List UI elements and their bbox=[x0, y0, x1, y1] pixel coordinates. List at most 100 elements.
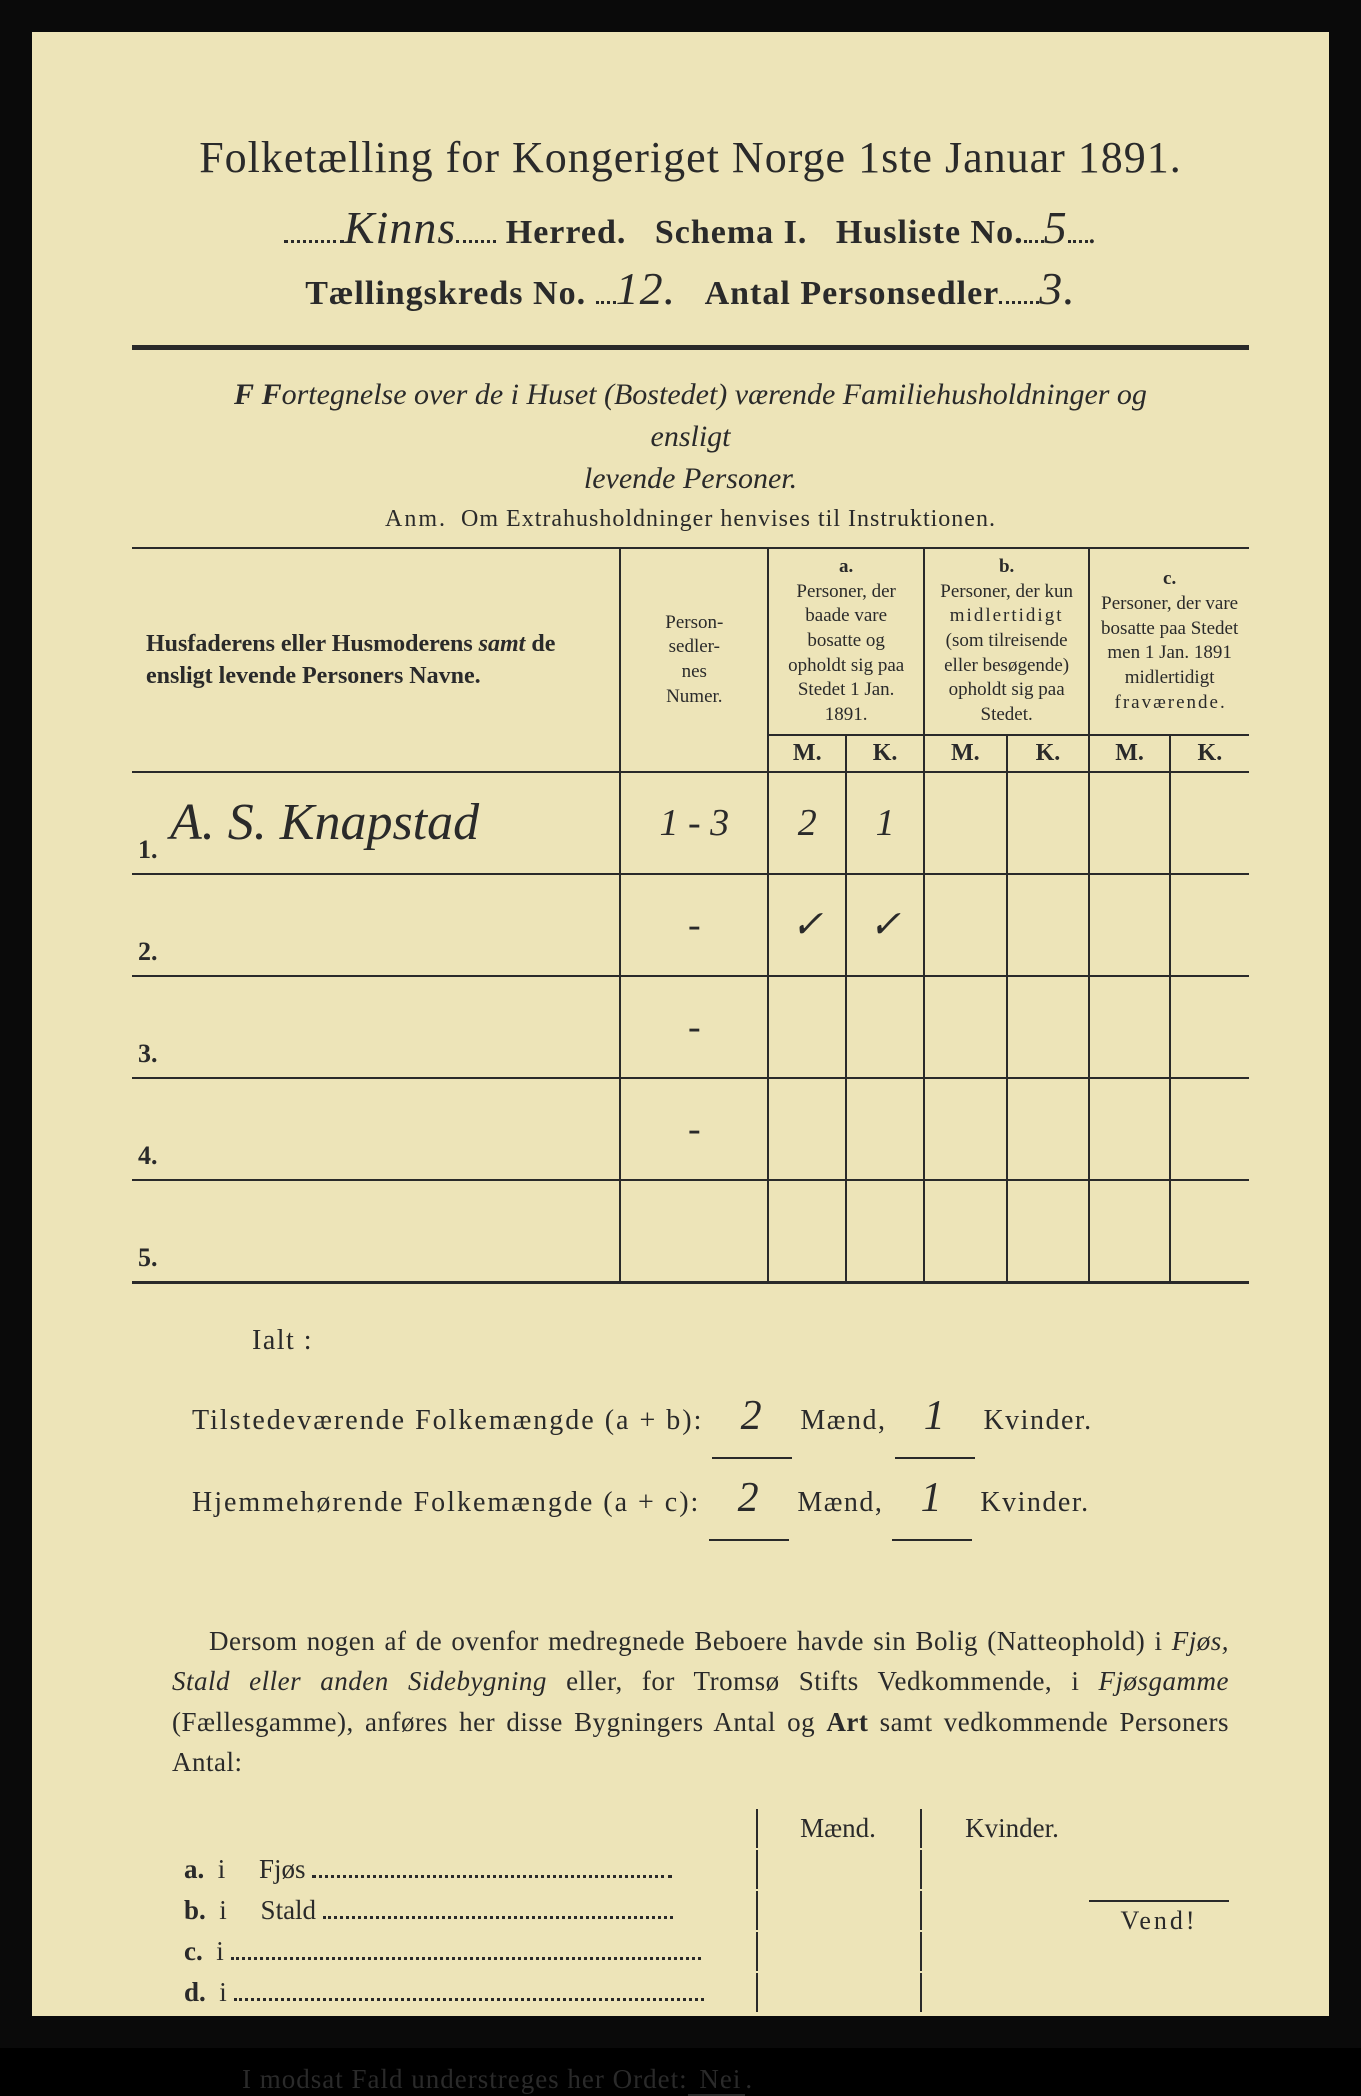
side-i: i bbox=[219, 1895, 227, 1925]
row-name: A. S. Knapstad bbox=[170, 793, 479, 852]
b-label: b. bbox=[999, 556, 1014, 577]
husliste-label: Husliste No. bbox=[836, 214, 1024, 251]
hjemme-m: 2 bbox=[738, 1475, 761, 1521]
a-label: a. bbox=[839, 556, 853, 577]
census-form-page: Folketælling for Kongeriget Norge 1ste J… bbox=[0, 0, 1361, 2048]
side-paragraph: Dersom nogen af de ovenfor medregnede Be… bbox=[172, 1621, 1229, 1783]
side-label: Stald bbox=[261, 1895, 317, 1925]
cell bbox=[846, 976, 924, 1078]
kvinder-label-2: Kvinder. bbox=[980, 1487, 1089, 1518]
cell bbox=[924, 1078, 1007, 1180]
c-text: Personer, der vare bosatte paa Stedet me… bbox=[1101, 593, 1238, 713]
table-row: 1. A. S. Knapstad 1 - 3 2 1 bbox=[132, 772, 1249, 874]
c-m: M. bbox=[1089, 735, 1169, 772]
row-am: 2 bbox=[768, 772, 846, 874]
cell bbox=[1170, 874, 1249, 976]
col-sedler-header: Person-sedler-nesNumer. bbox=[620, 548, 768, 772]
page-title: Folketælling for Kongeriget Norge 1ste J… bbox=[132, 132, 1249, 183]
side-key: c. bbox=[184, 1936, 203, 1966]
cell bbox=[924, 874, 1007, 976]
tilstede-k: 1 bbox=[924, 1393, 947, 1439]
cell bbox=[1089, 1078, 1169, 1180]
a-m: M. bbox=[768, 735, 846, 772]
row-num: 5. bbox=[138, 1243, 158, 1273]
divider bbox=[132, 345, 1249, 350]
table-row: 3. - bbox=[132, 976, 1249, 1078]
cell bbox=[1007, 874, 1090, 976]
cell bbox=[1170, 772, 1249, 874]
hjemme-label: Hjemmehørende Folkemængde (a + c): bbox=[192, 1487, 700, 1518]
modsat-line: I modsat Fald understreges her Ordet: Ne… bbox=[242, 2064, 1249, 2095]
kvinder-label: Kvinder. bbox=[983, 1405, 1092, 1436]
cell bbox=[846, 1078, 924, 1180]
herred-value: Kinns bbox=[344, 201, 456, 254]
cell bbox=[1170, 1078, 1249, 1180]
c-k: K. bbox=[1170, 735, 1249, 772]
antal-value: 3. bbox=[1039, 262, 1076, 315]
subtitle: FFortegnelse over de i Huset (Bostedet) … bbox=[192, 374, 1189, 500]
schema-label: Schema I. bbox=[655, 214, 808, 251]
antal-label: Antal Personsedler bbox=[705, 275, 1000, 312]
anm-note: Anm. Om Extrahusholdninger henvises til … bbox=[132, 506, 1249, 533]
side-maend-hdr: Mænd. bbox=[756, 1809, 918, 1848]
row-sedler: - bbox=[620, 1078, 768, 1180]
tilstede-label: Tilstedeværende Folkemængde (a + b): bbox=[192, 1405, 703, 1436]
row-sedler: 1 - 3 bbox=[620, 772, 768, 874]
cell bbox=[1007, 1078, 1090, 1180]
cell bbox=[768, 1078, 846, 1180]
hjemme-k: 1 bbox=[921, 1475, 944, 1521]
census-table: Husfaderens eller Husmoderens samt de en… bbox=[132, 547, 1249, 1284]
cell bbox=[768, 1180, 846, 1283]
b-text: Personer, der kun midlertidigt (som tilr… bbox=[940, 581, 1073, 725]
col-names-header: Husfaderens eller Husmoderens samt de en… bbox=[132, 548, 620, 772]
form-row-2: Tællingskreds No. 12. Antal Personsedler… bbox=[132, 262, 1249, 315]
b-k: K. bbox=[1007, 735, 1090, 772]
c-label: c. bbox=[1163, 568, 1176, 589]
herred-label: Herred. bbox=[506, 214, 627, 251]
cell bbox=[846, 1180, 924, 1283]
col-b-header: b. Personer, der kun midlertidigt (som t… bbox=[924, 548, 1089, 735]
row-ak: ✓ bbox=[846, 874, 924, 976]
side-label: Fjøs bbox=[259, 1854, 306, 1884]
a-text: Personer, der baade vare bosatte og opho… bbox=[788, 581, 904, 725]
side-i: i bbox=[218, 1854, 226, 1884]
summary-block: Ialt : Tilstedeværende Folkemængde (a + … bbox=[192, 1314, 1249, 1541]
cell bbox=[924, 1180, 1007, 1283]
kreds-value: 12. bbox=[616, 262, 677, 315]
cell bbox=[1007, 976, 1090, 1078]
maend-label-2: Mænd, bbox=[797, 1487, 883, 1518]
col-c-header: c. Personer, der vare bosatte paa Stedet… bbox=[1089, 548, 1249, 735]
side-i: i bbox=[216, 1936, 224, 1966]
table-row: 2. - ✓ ✓ bbox=[132, 874, 1249, 976]
cell bbox=[1007, 772, 1090, 874]
vend-label: Vend! bbox=[1089, 1900, 1229, 1936]
side-key: d. bbox=[184, 1977, 206, 2007]
side-kvinder-hdr: Kvinder. bbox=[920, 1809, 1102, 1848]
cell bbox=[924, 772, 1007, 874]
row-sedler: - bbox=[620, 874, 768, 976]
cell bbox=[1089, 1180, 1169, 1283]
b-m: M. bbox=[924, 735, 1007, 772]
row-num: 1. bbox=[138, 835, 158, 865]
cell bbox=[1170, 976, 1249, 1078]
row-sedler: - bbox=[620, 976, 768, 1078]
side-i: i bbox=[219, 1977, 227, 2007]
col-a-header: a. Personer, der baade vare bosatte og o… bbox=[768, 548, 924, 735]
cell bbox=[1170, 1180, 1249, 1283]
table-row: 5. bbox=[132, 1180, 1249, 1283]
cell bbox=[1089, 874, 1169, 976]
cell bbox=[1089, 772, 1169, 874]
table-row: 4. - bbox=[132, 1078, 1249, 1180]
side-table: Mænd. Kvinder. a. i Fjøs b. i Stald c. i… bbox=[172, 1807, 1104, 2014]
kreds-label: Tællingskreds No. bbox=[305, 275, 586, 312]
row-ak: 1 bbox=[846, 772, 924, 874]
cell bbox=[620, 1180, 768, 1283]
tilstede-m: 2 bbox=[741, 1393, 764, 1439]
cell bbox=[768, 976, 846, 1078]
a-k: K. bbox=[846, 735, 924, 772]
cell bbox=[1089, 976, 1169, 1078]
husliste-value: 5 bbox=[1044, 201, 1068, 254]
side-key: a. bbox=[184, 1854, 204, 1884]
ialt-label: Ialt : bbox=[252, 1314, 1249, 1367]
row-am: ✓ bbox=[768, 874, 846, 976]
